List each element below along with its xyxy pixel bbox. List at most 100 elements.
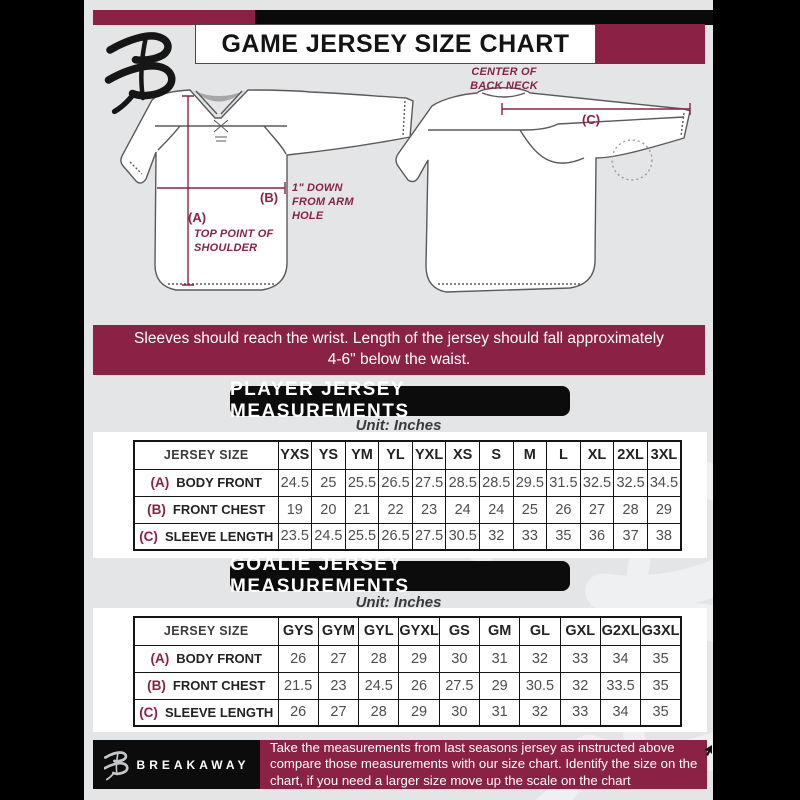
cell: 27.5 [411, 522, 447, 551]
label-c: (C) [582, 112, 601, 127]
player-heading-text: PLAYER JERSEY MEASUREMENTS [230, 379, 410, 422]
jersey-front-drawing [120, 89, 414, 291]
player-unit-label: Unit: Inches [355, 417, 442, 434]
cell: 24.5 [311, 522, 346, 551]
cell: 33.5 [599, 671, 642, 700]
size-header: M [512, 440, 548, 470]
row-name: BODY FRONT [176, 651, 262, 666]
page-title: GAME JERSEY SIZE CHART [221, 29, 570, 58]
cell: 24 [478, 495, 514, 524]
cell: 27 [317, 644, 360, 673]
size-header: GYM [317, 616, 360, 646]
cell: 22 [378, 495, 413, 524]
cell: 23 [411, 495, 447, 524]
measurement-line-b [157, 182, 286, 194]
size-header: G3XL [640, 616, 682, 646]
size-header: GXL [559, 616, 601, 646]
cell: 35 [640, 671, 682, 700]
title-box: GAME JERSEY SIZE CHART [195, 24, 596, 64]
row-label: (B) FRONT CHEST [133, 671, 279, 700]
row-label: (A) BODY FRONT [133, 468, 279, 497]
size-header: 2XL [613, 440, 648, 470]
cell: 26 [546, 495, 581, 524]
cell: 26.5 [378, 522, 413, 551]
cell: 35 [546, 522, 581, 551]
size-header: L [546, 440, 581, 470]
cell: 35 [640, 644, 682, 673]
cell: 28 [358, 644, 400, 673]
cell: 32.5 [613, 468, 648, 497]
row-name: BODY FRONT [176, 475, 262, 490]
cell: 25 [512, 495, 548, 524]
cell: 26 [277, 644, 319, 673]
table-row: (C) SLEEVE LENGTH 23.5 24.5 25.5 26.5 27.… [133, 522, 682, 551]
table-row: (A) BODY FRONT 24.5 25 25.5 26.5 27.5 28.… [133, 468, 682, 497]
size-header: GYL [358, 616, 400, 646]
goalie-section-heading: GOALIE JERSEY MEASUREMENTS [230, 554, 570, 597]
cell: 31 [478, 644, 521, 673]
player-section-heading: PLAYER JERSEY MEASUREMENTS [230, 379, 570, 422]
note-banner-text: Sleeves should reach the wrist. Length o… [134, 330, 664, 368]
label-a: (A) [188, 210, 207, 225]
size-header: 3XL [646, 440, 682, 470]
cell: 35 [640, 698, 682, 727]
cell: 34.5 [646, 468, 682, 497]
row-key: (C) [139, 528, 158, 544]
size-header: G2XL [599, 616, 642, 646]
size-header: YM [344, 440, 380, 470]
cell: 32 [478, 522, 514, 551]
cell: 33 [559, 698, 601, 727]
cell: 34 [599, 698, 642, 727]
player-size-col-header: JERSEY SIZE [133, 440, 279, 470]
cell: 30.5 [519, 671, 561, 700]
cell: 24.5 [358, 671, 400, 700]
cell: 25.5 [344, 468, 380, 497]
size-header: GYXL [398, 616, 440, 646]
size-header: GS [438, 616, 480, 646]
cell: 27.5 [411, 468, 447, 497]
cell: 28.5 [445, 468, 480, 497]
cell: 28 [613, 495, 648, 524]
table-row: (B) FRONT CHEST 19 20 21 22 23 24 24 25 2… [133, 495, 682, 524]
size-header: GM [478, 616, 521, 646]
measurement-line-c [501, 103, 691, 115]
row-key: (A) [150, 475, 170, 490]
footer-brand-box: BREAKAWAY [93, 740, 260, 789]
row-label: (C) SLEEVE LENGTH [133, 522, 279, 551]
cell: 36 [579, 522, 615, 551]
cell: 30 [438, 644, 480, 673]
top-point-shoulder-note: TOP POINT OF SHOULDER [194, 228, 274, 254]
cell: 25 [311, 468, 346, 497]
cell: 33 [512, 522, 548, 551]
cell: 38 [646, 522, 682, 551]
breakaway-logo-small-icon [103, 750, 129, 781]
cell: 32 [559, 671, 601, 700]
cell: 19 [277, 495, 313, 524]
row-key: (C) [139, 704, 158, 720]
cell: 26.5 [378, 468, 413, 497]
cell: 25.5 [344, 522, 380, 551]
jersey-back-drawing [395, 87, 691, 293]
row-key: (A) [150, 651, 170, 666]
arm-hole-note: 1" DOWN FROM ARM HOLE [292, 182, 354, 222]
jersey-diagram: CENTER OF BACK NECK (C) (B) 1" DOWN FROM… [84, 60, 713, 332]
cell: 20 [311, 495, 346, 524]
size-header: XS [445, 440, 480, 470]
cell: 29.5 [512, 468, 548, 497]
cell: 31.5 [546, 468, 581, 497]
table-row: (B) FRONT CHEST 21.5 23 24.5 26 27.5 29 3… [133, 671, 682, 700]
table-row: (A) BODY FRONT 26 27 28 29 30 31 32 33 34… [133, 644, 682, 673]
cell: 24 [445, 495, 480, 524]
goalie-size-col-header: JERSEY SIZE [133, 616, 279, 646]
cell: 34 [599, 644, 642, 673]
center-back-neck-note: CENTER OF BACK NECK [470, 66, 538, 92]
cell: 23 [317, 671, 360, 700]
header-accent-maroon [93, 10, 255, 25]
cell: 29 [478, 671, 521, 700]
table-row: (C) SLEEVE LENGTH 26 27 28 29 30 31 32 33… [133, 698, 682, 727]
size-header: GYS [277, 616, 319, 646]
goalie-unit-label: Unit: Inches [355, 594, 442, 611]
cell: 27.5 [438, 671, 480, 700]
cell: 31 [478, 698, 521, 727]
row-key: (B) [147, 678, 166, 693]
